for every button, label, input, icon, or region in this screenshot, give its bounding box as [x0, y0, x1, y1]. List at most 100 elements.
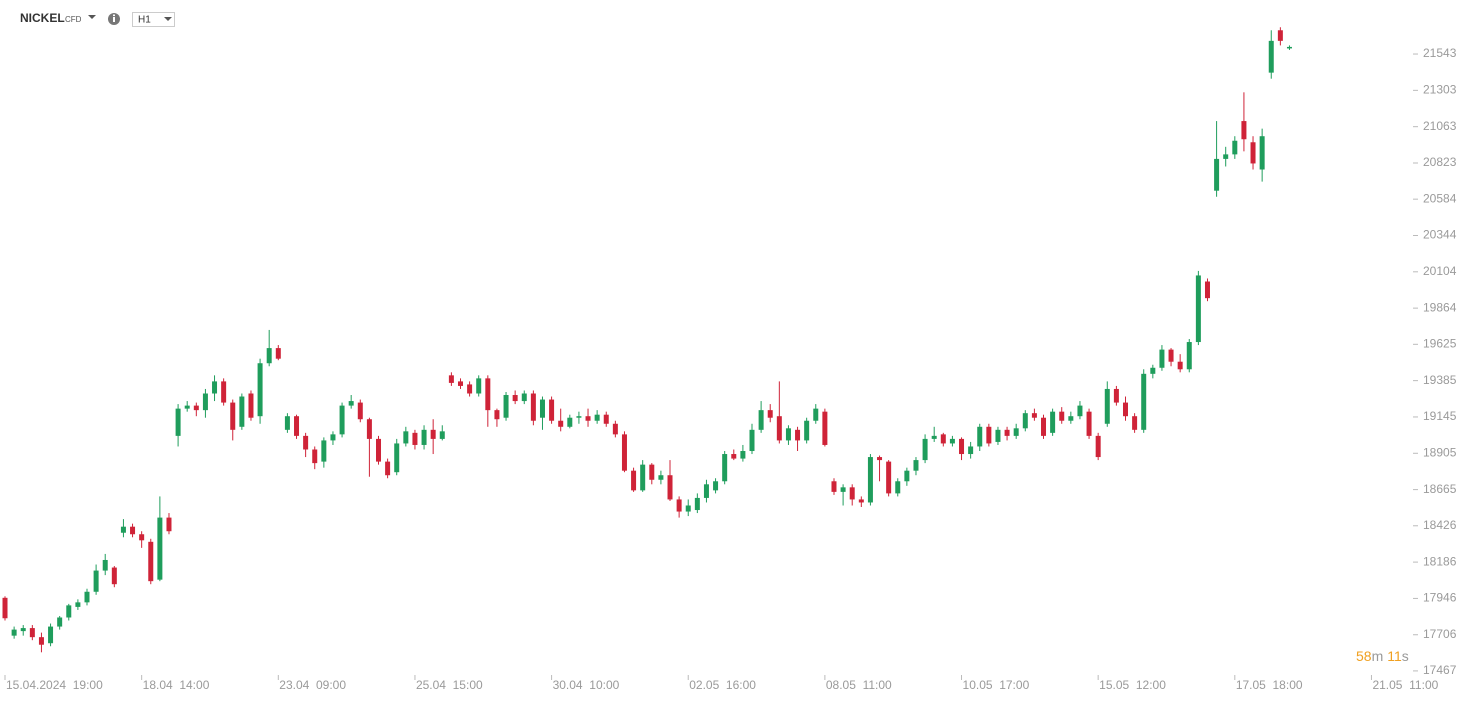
candle-body: [1095, 435, 1101, 458]
candle-body: [1086, 411, 1092, 436]
x-tick-label: 18.04 14:00: [143, 678, 210, 692]
candle-body: [29, 628, 35, 638]
candle-body: [476, 378, 482, 394]
candle-body: [813, 408, 819, 421]
candle-body: [48, 626, 54, 644]
x-tick-label: 21.05 11:00: [1372, 678, 1438, 692]
countdown-seconds: 11: [1387, 648, 1402, 664]
candle-body: [995, 429, 1001, 442]
candle-body: [102, 559, 108, 571]
candle-body: [822, 411, 828, 445]
candle-body: [93, 570, 99, 592]
candle-body: [867, 457, 873, 503]
countdown: 58m 11s: [1356, 648, 1409, 664]
candle-body: [1077, 405, 1083, 417]
candle-body: [567, 417, 573, 427]
y-tick-label: 20584: [1423, 191, 1457, 205]
candle-body: [1168, 349, 1174, 362]
candle-body: [1031, 413, 1037, 418]
candle-body: [539, 399, 545, 418]
candle-body: [239, 396, 245, 427]
candle-body: [1159, 349, 1165, 368]
candle-body: [421, 429, 427, 445]
candle-body: [877, 457, 883, 461]
candle-body: [658, 475, 664, 480]
candle-body: [1232, 140, 1238, 155]
candle-body: [1250, 142, 1256, 164]
candle-body: [849, 487, 855, 500]
y-tick-label: 19864: [1423, 300, 1457, 314]
candle-body: [649, 464, 655, 480]
candle-body: [1150, 367, 1156, 374]
candle-body: [284, 416, 290, 430]
candle-body: [184, 405, 190, 409]
candle-body: [348, 401, 354, 406]
candle-body: [631, 470, 637, 491]
candle-body: [139, 534, 145, 541]
candle-body: [357, 402, 363, 420]
candle-body: [922, 438, 928, 461]
x-tick-label: 23.04 09:00: [279, 678, 346, 692]
candle-body: [749, 429, 755, 452]
candle-body: [1122, 402, 1128, 417]
symbol-dropdown[interactable]: [88, 15, 96, 19]
candle-body: [886, 461, 892, 494]
candle-body: [977, 426, 983, 447]
candle-body: [713, 481, 719, 491]
x-tick-label: 15.04.2024 19:00: [6, 678, 103, 692]
candle-body: [394, 443, 400, 473]
symbol: NICKEL: [20, 11, 65, 25]
candle-body: [485, 378, 491, 411]
candle-body: [740, 451, 746, 459]
candle-body: [1204, 281, 1210, 299]
candle-body: [585, 416, 591, 421]
candle-body: [767, 410, 773, 418]
candle-body: [312, 449, 318, 464]
candle-body: [685, 505, 691, 512]
candle-body: [130, 526, 136, 535]
candle-body: [366, 419, 372, 439]
candle-body: [904, 470, 910, 482]
candle-body: [120, 526, 126, 533]
candle-body: [202, 393, 208, 411]
candle-body: [330, 434, 336, 441]
candle-body: [494, 410, 500, 420]
candle-body: [722, 454, 728, 482]
x-tick-label: 17.05 18:00: [1236, 678, 1303, 692]
candle-body: [1004, 429, 1010, 436]
countdown-unit: s: [1402, 648, 1409, 664]
y-tick-label: 18665: [1423, 482, 1457, 496]
y-tick-label: 18905: [1423, 445, 1457, 459]
candle-body: [1259, 136, 1265, 170]
candle-body: [795, 429, 801, 441]
candle-body: [931, 435, 937, 439]
timeframe: H1: [138, 15, 151, 26]
candle-body: [1059, 411, 1065, 421]
candle-body: [75, 602, 81, 607]
candle-body: [530, 393, 536, 421]
candle-body: [940, 434, 946, 444]
candle-body: [959, 438, 965, 455]
candle-body: [731, 454, 737, 459]
candle-body: [111, 567, 117, 585]
x-tick-label: 25.04 15:00: [416, 678, 483, 692]
candle-body: [376, 438, 382, 462]
candle-body: [667, 475, 673, 500]
countdown-unit: m: [1372, 648, 1384, 664]
candle-body: [1195, 275, 1201, 343]
candle-body: [193, 405, 199, 411]
candle-body: [831, 481, 837, 492]
candle-body: [758, 410, 764, 430]
y-tick-label: 20104: [1423, 264, 1457, 278]
candle-body: [230, 402, 236, 430]
candle-body: [439, 431, 445, 439]
candle-body: [212, 381, 218, 394]
x-tick-label: 30.04 10:00: [553, 678, 620, 692]
y-tick-label: 21063: [1423, 119, 1457, 133]
info-glyph: [113, 17, 115, 22]
candle-body: [166, 517, 172, 532]
candle-body: [640, 464, 646, 491]
timeframe-select[interactable]: [132, 12, 175, 27]
candle-body: [275, 348, 281, 359]
candle-body: [694, 497, 700, 511]
